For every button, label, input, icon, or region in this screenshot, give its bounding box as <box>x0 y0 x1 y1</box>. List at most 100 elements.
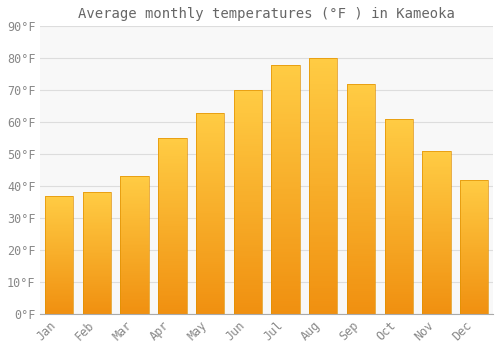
Bar <box>120 226 149 227</box>
Bar <box>384 129 413 131</box>
Bar <box>309 196 338 199</box>
Bar <box>384 133 413 134</box>
Bar <box>196 179 224 181</box>
Bar <box>45 281 74 282</box>
Bar <box>196 165 224 167</box>
Bar <box>234 168 262 171</box>
Bar <box>384 154 413 156</box>
Bar <box>196 181 224 183</box>
Bar <box>45 273 74 274</box>
Bar <box>347 261 375 263</box>
Bar <box>83 269 111 270</box>
Bar <box>460 248 488 250</box>
Bar <box>309 132 338 135</box>
Bar <box>422 192 450 193</box>
Bar <box>234 296 262 298</box>
Bar <box>460 252 488 253</box>
Bar <box>196 195 224 197</box>
Bar <box>158 284 186 286</box>
Bar <box>422 206 450 208</box>
Bar <box>347 164 375 167</box>
Bar <box>272 99 299 102</box>
Bar <box>309 104 338 107</box>
Bar <box>347 259 375 261</box>
Bar <box>234 173 262 175</box>
Bar <box>234 171 262 173</box>
Bar <box>347 231 375 233</box>
Bar <box>83 253 111 254</box>
Bar <box>309 112 338 114</box>
Bar <box>120 307 149 308</box>
Bar <box>422 162 450 164</box>
Bar <box>196 193 224 195</box>
Bar <box>347 169 375 171</box>
Bar <box>422 260 450 262</box>
Bar <box>347 245 375 247</box>
Bar <box>422 272 450 273</box>
Bar <box>272 247 299 249</box>
Bar <box>196 284 224 286</box>
Bar <box>460 295 488 296</box>
Bar <box>120 186 149 188</box>
Bar <box>422 289 450 291</box>
Bar <box>422 278 450 280</box>
Bar <box>422 203 450 205</box>
Bar <box>196 163 224 165</box>
Bar <box>384 195 413 197</box>
Bar <box>196 171 224 173</box>
Bar <box>460 220 488 221</box>
Bar <box>45 249 74 250</box>
Bar <box>45 302 74 303</box>
Bar <box>460 190 488 192</box>
Bar <box>384 215 413 216</box>
Bar <box>45 234 74 236</box>
Bar <box>460 206 488 208</box>
Bar <box>158 296 186 298</box>
Bar <box>422 312 450 314</box>
Bar <box>45 201 74 202</box>
Bar <box>384 232 413 234</box>
Bar <box>196 125 224 127</box>
Bar <box>309 237 338 240</box>
Bar <box>120 179 149 181</box>
Bar <box>120 268 149 270</box>
Bar <box>347 254 375 256</box>
Bar <box>460 294 488 295</box>
Bar <box>196 217 224 219</box>
Bar <box>83 306 111 307</box>
Bar <box>158 147 186 149</box>
Bar <box>309 242 338 245</box>
Bar <box>196 300 224 302</box>
Bar <box>120 304 149 306</box>
Bar <box>83 297 111 298</box>
Bar <box>45 219 74 220</box>
Bar <box>309 191 338 194</box>
Bar <box>158 191 186 192</box>
Bar <box>460 253 488 255</box>
Bar <box>422 234 450 236</box>
Bar <box>384 121 413 123</box>
Bar <box>272 227 299 229</box>
Bar <box>347 282 375 284</box>
Bar <box>158 259 186 261</box>
Bar <box>234 166 262 168</box>
Bar <box>45 228 74 229</box>
Bar <box>158 149 186 150</box>
Bar <box>460 288 488 290</box>
Bar <box>460 198 488 200</box>
Bar <box>83 242 111 244</box>
Bar <box>120 243 149 244</box>
Bar <box>45 233 74 235</box>
Bar <box>83 262 111 263</box>
Bar <box>347 185 375 187</box>
Bar <box>196 209 224 211</box>
Bar <box>272 139 299 142</box>
Bar <box>272 192 299 194</box>
Bar <box>384 119 413 314</box>
Bar <box>384 166 413 168</box>
Bar <box>309 281 338 283</box>
Bar <box>234 280 262 282</box>
Bar <box>234 94 262 97</box>
Bar <box>196 258 224 260</box>
Bar <box>422 180 450 182</box>
